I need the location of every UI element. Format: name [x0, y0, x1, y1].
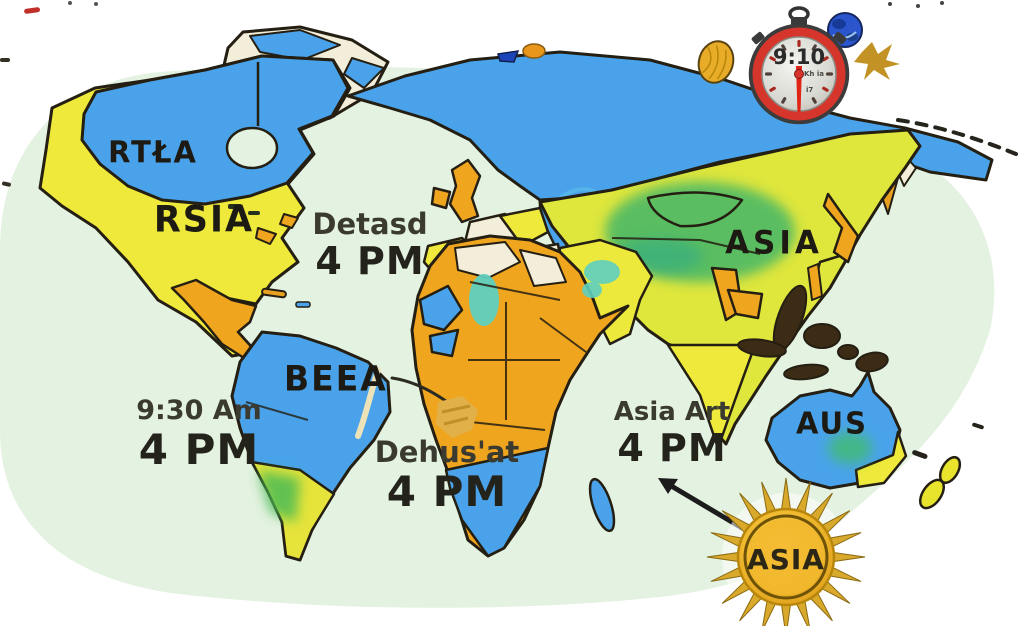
label-north-america-top: RTŁA: [108, 134, 198, 170]
stopwatch-icon: [748, 6, 850, 125]
north-america-landmass: [38, 54, 352, 360]
stopwatch-subtext-2: i7: [806, 86, 814, 94]
time-line-caption: Detasd: [312, 207, 428, 241]
shell-icon: [697, 40, 735, 84]
label-south-america: BEEA: [284, 358, 388, 399]
australia-landmass: [764, 370, 908, 490]
time-block-asia: Asia Art 4 PM: [610, 397, 734, 471]
time-line-value: 4 PM: [138, 425, 260, 475]
scribble-pointer: [355, 367, 478, 439]
boat-icon: [497, 43, 546, 63]
stopwatch-subtext-1: Kh ia: [804, 70, 824, 78]
dashed-route-line: [896, 118, 1018, 156]
africa-landmass: [410, 234, 630, 558]
time-line-caption: Asia Art: [613, 397, 731, 427]
time-block-north-america: Detasd 4 PM: [300, 208, 440, 283]
stopwatch-time: 9:10: [772, 45, 826, 69]
label-asia: ASIA: [725, 224, 823, 262]
label-north-america-usa: RSIA: [153, 199, 255, 241]
stray-marks: [0, 1, 984, 430]
time-block-south-america: 9:30 Am 4 PM: [128, 395, 270, 475]
stopwatch-hand: [794, 66, 804, 112]
indonesia-islands: [737, 284, 889, 381]
sun-badge: [706, 477, 866, 626]
sun-badge-label: ASIA: [747, 543, 825, 576]
madagascar-island: [588, 477, 616, 533]
time-line-value: 4 PM: [617, 426, 727, 471]
stopwatch-ticks: [765, 40, 833, 108]
time-line-value: 4 PM: [386, 467, 508, 517]
paint-splat-icon: [854, 42, 900, 80]
time-line-value: 4 PM: [315, 239, 425, 284]
time-line-caption: Dehus'at: [374, 435, 520, 469]
time-line-caption: 9:30 Am: [136, 395, 262, 426]
new-zealand-islands: [912, 450, 962, 510]
arrow-icon: [658, 478, 745, 531]
time-block-africa: Dehus'at 4 PM: [372, 436, 522, 516]
label-australia: AUS: [796, 405, 868, 441]
south-america-landmass: [230, 330, 392, 562]
